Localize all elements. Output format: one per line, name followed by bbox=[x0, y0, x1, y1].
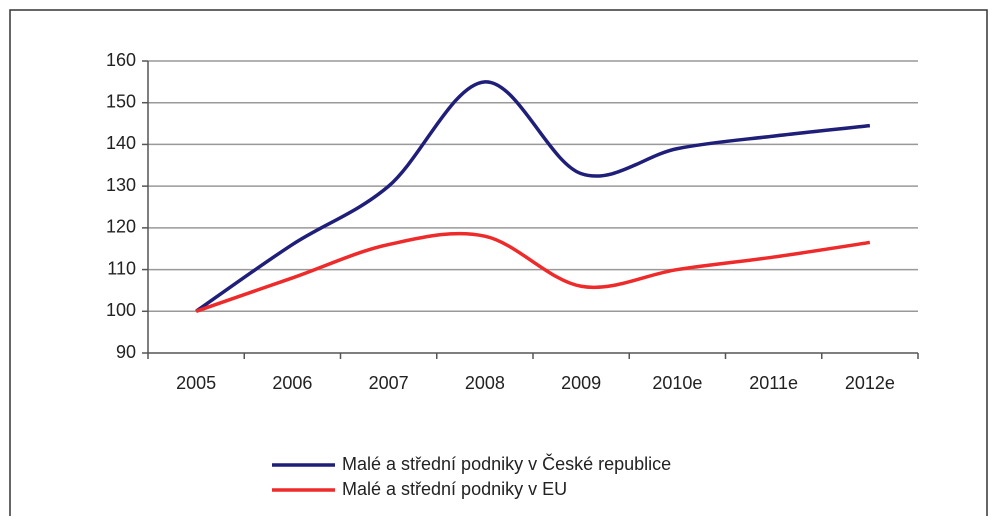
y-tick-label: 140 bbox=[106, 133, 136, 153]
series-line bbox=[195, 80, 871, 313]
x-tick-label: 2012e bbox=[845, 373, 895, 393]
x-tick-label: 2011e bbox=[749, 373, 798, 393]
x-tick-label: 2006 bbox=[272, 373, 312, 393]
x-tick-label: 2008 bbox=[465, 373, 505, 393]
y-tick-label: 100 bbox=[106, 300, 136, 320]
y-tick-label: 120 bbox=[106, 217, 136, 237]
y-tick-label: 150 bbox=[106, 91, 136, 111]
series-line bbox=[195, 231, 871, 313]
frame bbox=[9, 9, 988, 521]
y-tick-label: 110 bbox=[107, 258, 136, 278]
legend-label: Malé a střední podniky v České republice bbox=[342, 453, 671, 474]
y-tick-label: 130 bbox=[106, 175, 136, 195]
legend-label: Malé a střední podniky v EU bbox=[342, 479, 567, 499]
y-tick-label: 160 bbox=[106, 50, 136, 70]
x-tick-label: 2005 bbox=[176, 373, 216, 393]
x-tick-label: 2010e bbox=[652, 373, 702, 393]
y-tick-label: 90 bbox=[116, 342, 136, 362]
x-tick-label: 2007 bbox=[369, 373, 409, 393]
x-tick-label: 2009 bbox=[561, 373, 601, 393]
